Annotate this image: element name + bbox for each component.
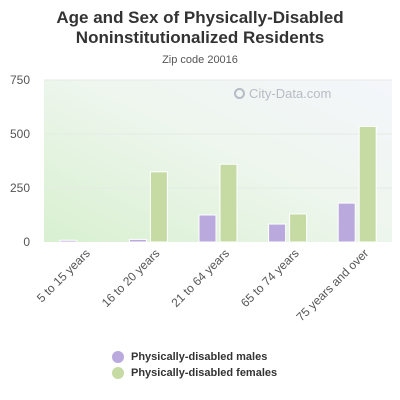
x-tick-label: 75 years and over	[293, 246, 371, 324]
bar-females	[289, 213, 308, 243]
watermark-text: City-Data.com	[249, 86, 332, 101]
legend-item-females: Physically-disabled females	[112, 365, 277, 381]
plot-background	[44, 80, 392, 242]
legend-item-males: Physically-disabled males	[112, 349, 277, 365]
x-tick-label: 5 to 15 years	[34, 246, 93, 305]
bar-females	[219, 163, 238, 243]
legend-swatch-females	[112, 367, 124, 379]
bar-females	[358, 125, 377, 243]
legend-swatch-males	[112, 351, 124, 363]
bar-females	[149, 171, 168, 243]
chart-subtitle: Zip code 20016	[162, 54, 238, 66]
bar-males	[198, 214, 217, 243]
bar-males	[59, 239, 78, 243]
y-tick-label: 750	[10, 73, 30, 87]
legend-label-females: Physically-disabled females	[131, 367, 278, 379]
x-tick-label: 16 to 20 years	[99, 246, 163, 310]
legend-label-males: Physically-disabled males	[131, 351, 268, 363]
y-tick-label: 500	[10, 127, 30, 141]
bar-males	[268, 223, 287, 243]
x-tick-label: 65 to 74 years	[238, 246, 302, 310]
legend: Physically-disabled males Physically-dis…	[112, 349, 277, 381]
y-tick-label: 250	[10, 181, 30, 195]
y-tick-label: 0	[23, 235, 30, 249]
city-data-logo-icon	[234, 88, 245, 99]
bar-males	[337, 202, 356, 243]
bar-males	[128, 238, 147, 243]
chart-title: Age and Sex of Physically-Disabled Nonin…	[56, 8, 344, 47]
x-tick-label: 21 to 64 years	[168, 246, 232, 310]
watermark: City-Data.com	[234, 86, 331, 101]
